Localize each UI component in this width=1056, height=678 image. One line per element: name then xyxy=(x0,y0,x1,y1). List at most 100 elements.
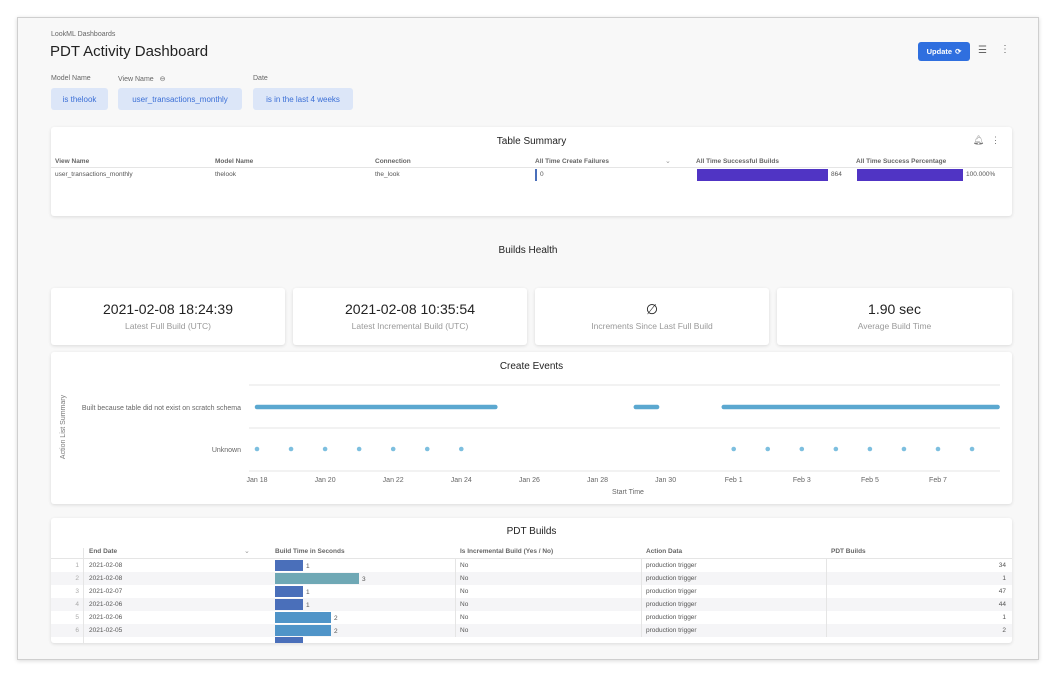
cell-build-time: 2 xyxy=(334,628,338,635)
table-summary-card: Table Summary 🔔︎ ⋮ View Name Model Name … xyxy=(51,127,1012,216)
kpi-latest-full-build: 2021-02-08 18:24:39 Latest Full Build (UT… xyxy=(51,288,285,345)
x-tick-label: Feb 3 xyxy=(793,477,811,484)
divider xyxy=(641,624,642,637)
divider xyxy=(641,559,642,572)
divider xyxy=(455,585,456,598)
data-point xyxy=(833,446,839,452)
cell-pdt-builds: 1 xyxy=(1002,614,1006,621)
table-row: 1 2021-02-08 1 No production trigger 34 xyxy=(51,559,1012,572)
col-incremental[interactable]: Is Incremental Build (Yes / No) xyxy=(460,548,554,555)
cell-builds: 864 xyxy=(831,171,842,178)
cell-incremental: No xyxy=(460,614,469,621)
filter-label-model: Model Name xyxy=(51,75,91,82)
divider xyxy=(51,167,1012,168)
x-tick-label: Jan 20 xyxy=(315,477,336,484)
x-tick-label: Feb 5 xyxy=(861,477,879,484)
kpi-value: ∅ xyxy=(645,301,659,317)
cell-pdt-builds: 1 xyxy=(1002,575,1006,582)
cell-incremental: No xyxy=(460,588,469,595)
kpi-value: 1.90 sec xyxy=(868,301,921,317)
cell-end-date: 2021-02-06 xyxy=(89,601,123,608)
x-tick-label: Jan 24 xyxy=(451,477,472,484)
filter-chip-model[interactable]: is thelook xyxy=(51,88,108,110)
more-vert-icon[interactable]: ⋮ xyxy=(1000,44,1010,55)
col-pdt-builds[interactable]: PDT Builds xyxy=(831,548,866,555)
col-end-date[interactable]: End Date xyxy=(89,548,118,555)
cell-pdt-builds: 2 xyxy=(1002,627,1006,634)
build-time-bar xyxy=(275,612,331,623)
data-point xyxy=(254,446,260,452)
col-connection[interactable]: Connection xyxy=(375,158,411,165)
build-time-bar xyxy=(275,560,303,571)
divider xyxy=(83,572,84,585)
divider xyxy=(641,598,642,611)
cell-build-time: 1 xyxy=(306,602,310,609)
page-title: PDT Activity Dashboard xyxy=(50,43,209,60)
kpi-value: 2021-02-08 10:35:54 xyxy=(345,301,475,317)
cell-action-data: production trigger xyxy=(646,627,697,634)
data-point xyxy=(390,446,396,452)
builds-bar xyxy=(697,169,828,181)
cell-action-data: production trigger xyxy=(646,601,697,608)
build-time-bar xyxy=(275,599,303,610)
sort-chevron-icon[interactable]: ⌄ xyxy=(665,158,671,165)
col-model-name[interactable]: Model Name xyxy=(215,158,254,165)
divider xyxy=(83,624,84,637)
create-events-card: Create Events Built because table did no… xyxy=(51,352,1012,504)
update-button[interactable]: Update ⟳ xyxy=(918,42,970,61)
bell-icon[interactable]: 🔔︎ xyxy=(972,135,984,145)
col-view-name[interactable]: View Name xyxy=(55,158,90,165)
cell-pdt-builds: 34 xyxy=(998,562,1006,569)
sort-chevron-icon[interactable]: ⌄ xyxy=(244,548,250,555)
x-tick-label: Feb 1 xyxy=(725,477,743,484)
divider xyxy=(83,611,84,624)
data-point xyxy=(969,446,975,452)
y-axis-label: Action List Summary xyxy=(60,394,67,459)
build-time-bar xyxy=(275,573,359,584)
col-success-percentage[interactable]: All Time Success Percentage xyxy=(856,158,947,165)
col-create-failures[interactable]: All Time Create Failures xyxy=(535,158,609,165)
cell-incremental: No xyxy=(460,562,469,569)
divider xyxy=(83,559,84,572)
update-label: Update xyxy=(926,47,953,56)
filter-chip-view[interactable]: user_transactions_monthly xyxy=(118,88,242,110)
data-point xyxy=(935,446,941,452)
cell-incremental: No xyxy=(460,627,469,634)
cell-build-time: 2 xyxy=(334,615,338,622)
divider xyxy=(641,611,642,624)
cell-incremental: No xyxy=(460,575,469,582)
cell-incremental: No xyxy=(460,601,469,608)
filter-chip-date[interactable]: is in the last 4 weeks xyxy=(253,88,353,110)
cell-model-name: thelook xyxy=(215,171,236,178)
failures-bar xyxy=(535,169,537,181)
x-tick-label: Jan 18 xyxy=(246,477,267,484)
divider xyxy=(455,598,456,611)
data-point xyxy=(424,446,430,452)
col-action-data[interactable]: Action Data xyxy=(646,548,683,555)
divider xyxy=(641,572,642,585)
row-number: 6 xyxy=(75,627,79,634)
data-point xyxy=(731,446,736,452)
row-number: 2 xyxy=(75,575,79,582)
success-bar xyxy=(857,169,963,181)
filter-label-date: Date xyxy=(253,75,268,82)
breadcrumb[interactable]: LookML Dashboards xyxy=(51,31,116,38)
filter-icon[interactable]: ☰ xyxy=(978,45,987,56)
col-successful-builds[interactable]: All Time Successful Builds xyxy=(696,158,779,165)
cell-action-data: production trigger xyxy=(646,588,697,595)
row-number: 1 xyxy=(75,562,79,569)
cell-build-time: 3 xyxy=(362,576,366,583)
kpi-label: Latest Full Build (UTC) xyxy=(125,321,211,331)
build-time-bar xyxy=(275,625,331,636)
data-point xyxy=(765,446,771,452)
data-point xyxy=(901,446,907,452)
x-tick-label: Jan 28 xyxy=(587,477,608,484)
row-number: 5 xyxy=(75,614,79,621)
builds-health-title: Builds Health xyxy=(498,245,558,256)
more-vert-icon[interactable]: ⋮ xyxy=(991,135,1000,145)
cell-pdt-builds: 47 xyxy=(998,588,1006,595)
cell-view-name: user_transactions_monthly xyxy=(55,171,133,178)
col-build-time[interactable]: Build Time in Seconds xyxy=(275,548,345,555)
cell-end-date: 2021-02-08 xyxy=(89,575,123,582)
cell-success: 100.000% xyxy=(966,171,996,178)
